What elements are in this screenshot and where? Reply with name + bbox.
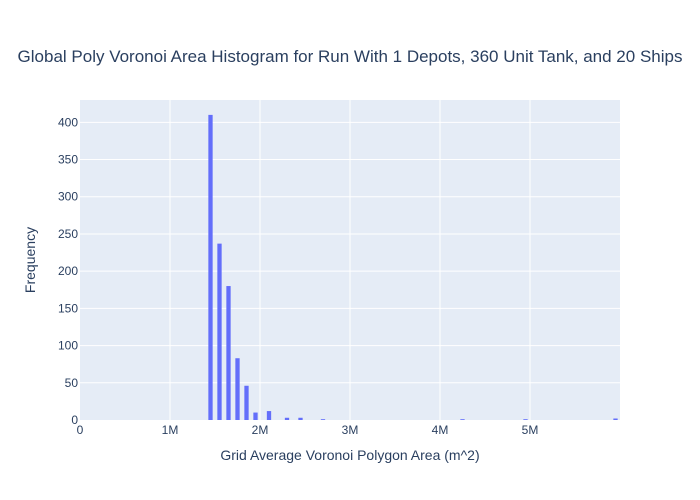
y-tick-label: 350 (58, 153, 78, 167)
y-tick-label: 100 (58, 339, 78, 353)
y-axis-ticks: 0 50 100 150 200 250 300 350 400 (58, 115, 78, 427)
x-tick-label: 5M (522, 423, 539, 437)
y-tick-label: 150 (58, 301, 78, 315)
x-tick-label: 0 (77, 423, 84, 437)
x-tick-label: 2M (252, 423, 269, 437)
bars (208, 114, 618, 420)
y-tick-label: 300 (58, 190, 78, 204)
histogram-bar (523, 419, 528, 420)
chart-title: Global Poly Voronoi Area Histogram for R… (18, 47, 683, 66)
histogram-bar (460, 419, 465, 420)
histogram-bar (235, 358, 240, 420)
y-tick-label: 0 (71, 413, 78, 427)
histogram-bar (226, 286, 231, 420)
histogram-bar (298, 417, 303, 420)
histogram-bar (320, 419, 326, 420)
gridlines (80, 100, 620, 420)
y-tick-label: 400 (58, 115, 78, 129)
x-axis-title: Grid Average Voronoi Polygon Area (m^2) (220, 447, 479, 463)
y-tick-label: 250 (58, 227, 78, 241)
x-tick-label: 3M (342, 423, 359, 437)
histogram-bar (266, 411, 272, 420)
histogram-bar (208, 114, 213, 420)
histogram-bar (613, 418, 618, 420)
x-tick-label: 1M (162, 423, 179, 437)
x-tick-label: 4M (432, 423, 449, 437)
y-tick-label: 50 (65, 376, 79, 390)
histogram-bar (284, 417, 290, 420)
y-tick-label: 200 (58, 264, 78, 278)
histogram-bar (217, 243, 222, 420)
histogram-bar (253, 412, 258, 420)
y-axis-title: Frequency (22, 227, 38, 293)
histogram-bar (244, 385, 249, 420)
x-axis-ticks: 0 1M 2M 3M 4M 5M (77, 423, 539, 437)
